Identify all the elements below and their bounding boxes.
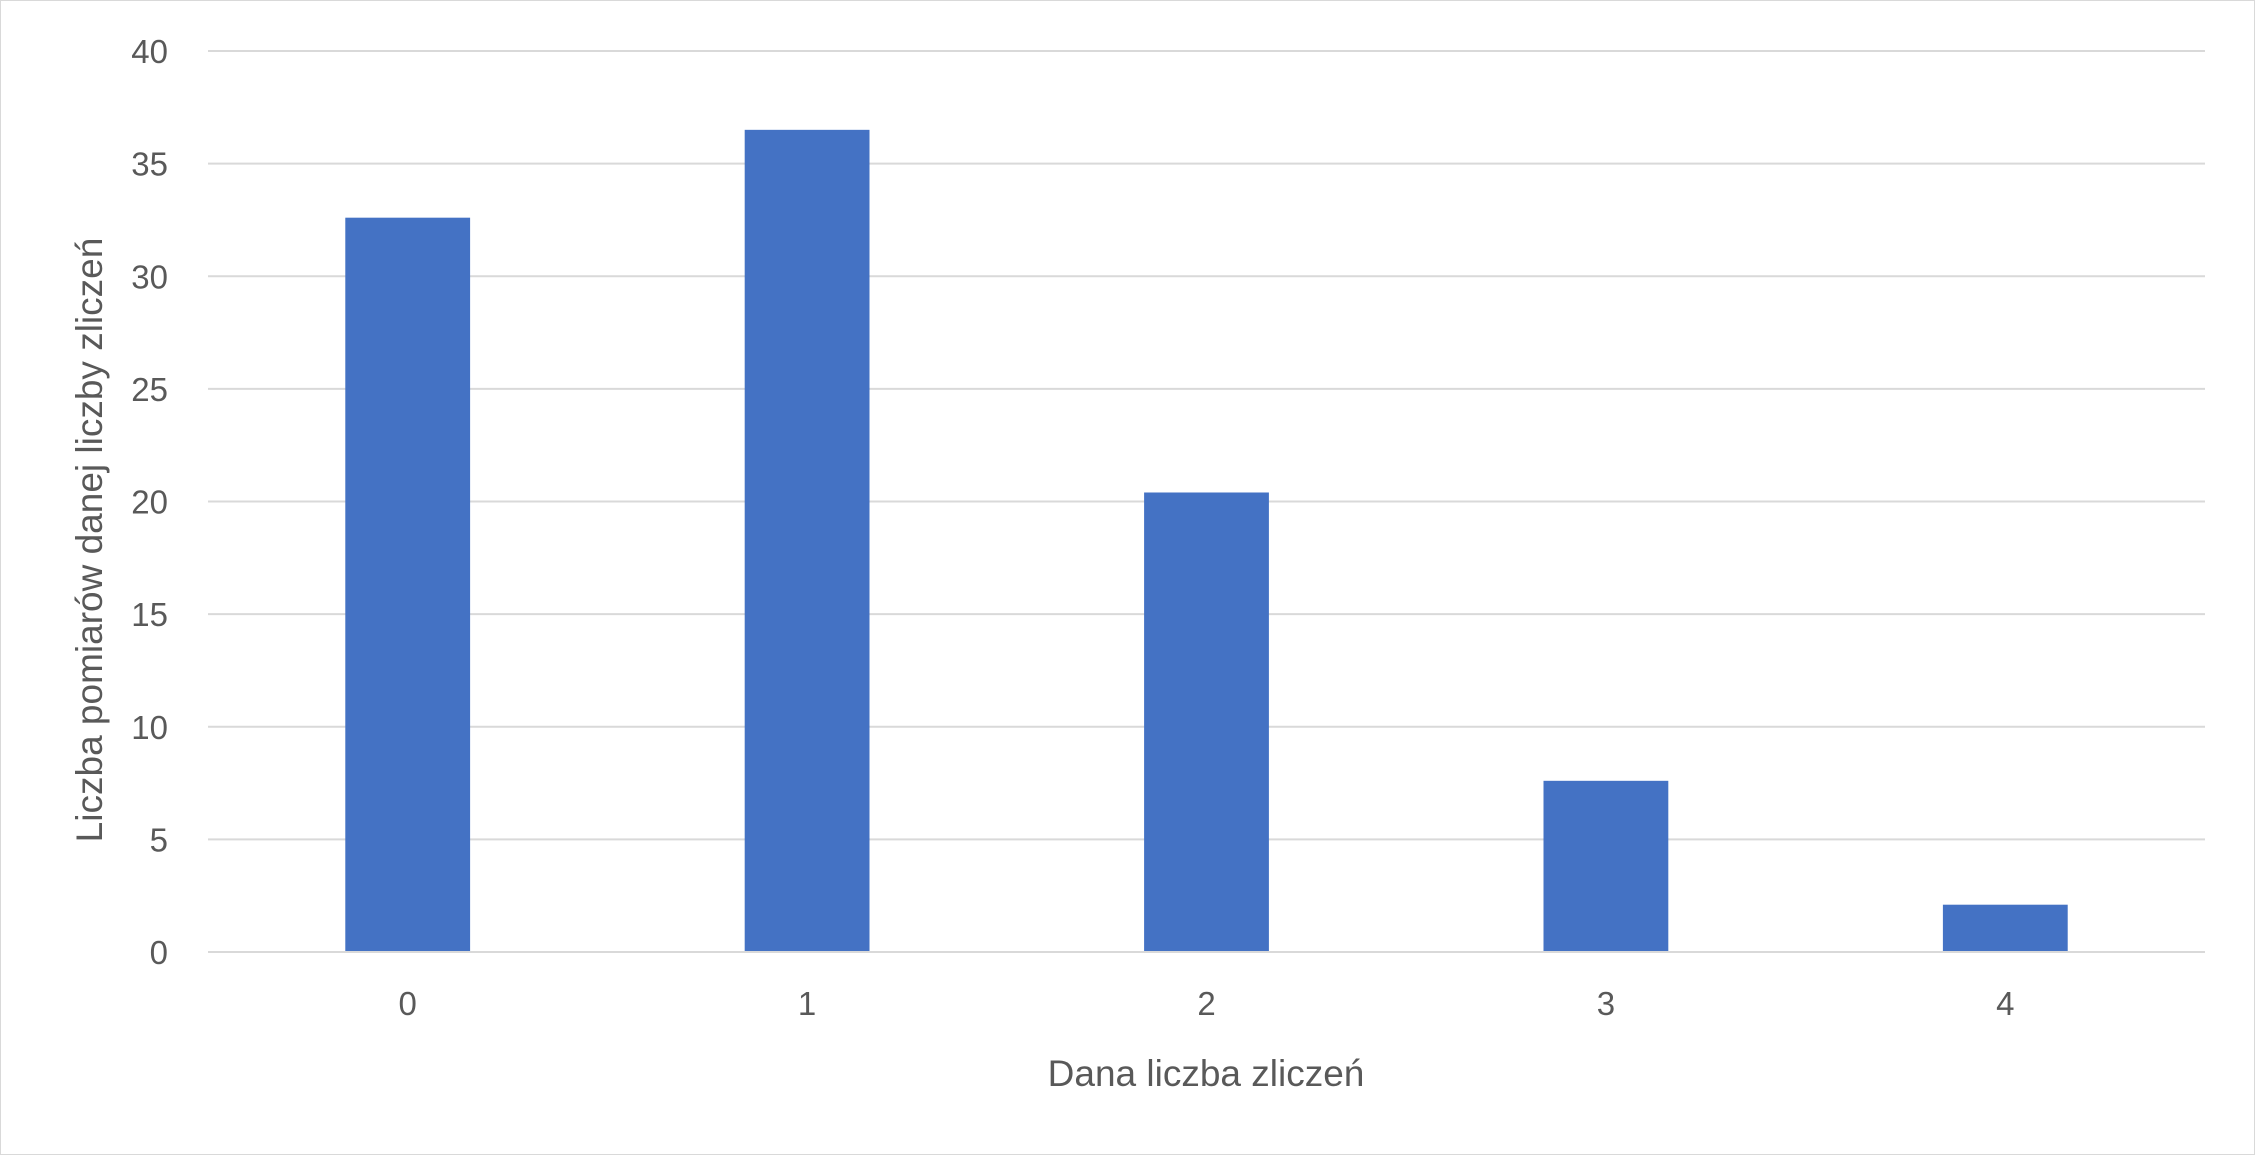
y-tick-labels: 0 5 10 15 20 25 30 35 40 [131,33,168,971]
y-tick-label: 40 [131,33,168,70]
y-tick-label: 15 [131,596,168,633]
y-tick-label: 25 [131,371,168,408]
bar-2 [1144,492,1269,952]
bars [208,129,2205,953]
bar-3 [1543,780,1669,952]
y-tick-label: 35 [131,146,168,183]
y-axis-title: Liczba pomiarów danej liczby zliczeń [69,238,110,843]
bar-4 [1942,904,2068,952]
y-tick-label: 20 [131,484,168,521]
x-tick-labels: 0 1 2 3 4 [399,985,2015,1022]
y-tick-label: 30 [131,258,168,295]
bar-0 [345,217,471,952]
y-tick-label: 0 [150,934,168,971]
y-tick-label: 5 [150,821,168,858]
x-tick-label: 2 [1197,985,1215,1022]
x-tick-label: 0 [399,985,417,1022]
x-axis-title: Dana liczba zliczeń [1048,1053,1365,1094]
bar-1 [744,129,870,952]
x-tick-label: 1 [798,985,816,1022]
x-tick-label: 4 [1996,985,2014,1022]
y-tick-label: 10 [131,709,168,746]
x-tick-label: 3 [1597,985,1615,1022]
